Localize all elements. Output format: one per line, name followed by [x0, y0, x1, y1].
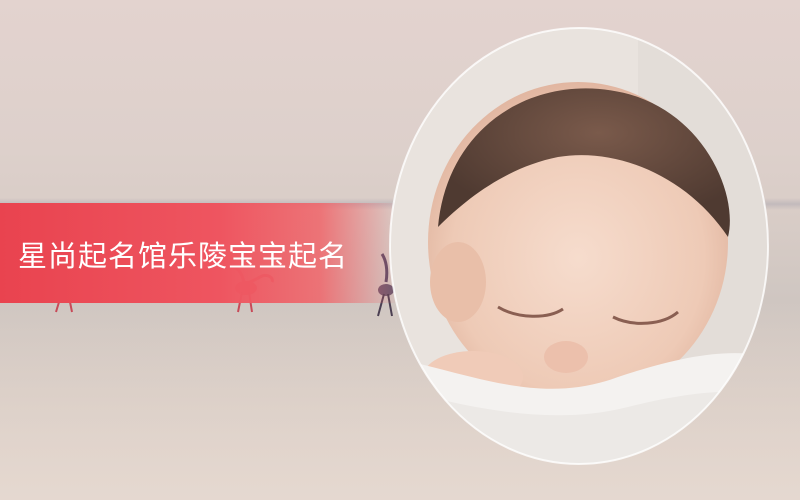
- title-banner: [0, 203, 400, 303]
- banner-title: 星尚起名馆乐陵宝宝起名: [18, 239, 349, 273]
- baby-photo: [389, 27, 769, 465]
